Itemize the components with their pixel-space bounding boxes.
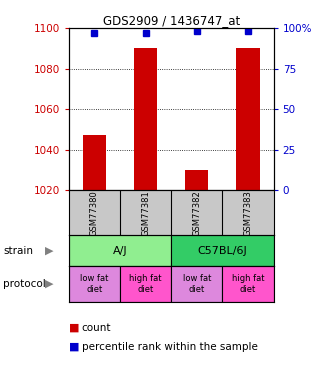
Bar bbox=[69, 266, 120, 302]
Text: strain: strain bbox=[3, 246, 33, 256]
Bar bbox=[171, 266, 222, 302]
Bar bbox=[236, 48, 260, 190]
Text: C57BL/6J: C57BL/6J bbox=[197, 246, 247, 256]
Text: percentile rank within the sample: percentile rank within the sample bbox=[82, 342, 258, 352]
Text: low fat
diet: low fat diet bbox=[183, 274, 211, 294]
Text: GSM77382: GSM77382 bbox=[192, 190, 201, 236]
Bar bbox=[120, 266, 171, 302]
Text: A/J: A/J bbox=[113, 246, 127, 256]
Text: ■: ■ bbox=[69, 342, 79, 352]
Text: low fat
diet: low fat diet bbox=[80, 274, 108, 294]
Bar bbox=[134, 48, 157, 190]
Bar bbox=[69, 236, 171, 266]
Text: high fat
diet: high fat diet bbox=[129, 274, 162, 294]
Bar bbox=[222, 266, 274, 302]
Bar bbox=[171, 236, 274, 266]
Title: GDS2909 / 1436747_at: GDS2909 / 1436747_at bbox=[103, 14, 240, 27]
Text: GSM77383: GSM77383 bbox=[244, 190, 252, 236]
Bar bbox=[185, 170, 208, 190]
Text: ▶: ▶ bbox=[45, 279, 54, 289]
Text: ■: ■ bbox=[69, 323, 79, 333]
Text: GSM77380: GSM77380 bbox=[90, 190, 99, 236]
Bar bbox=[83, 135, 106, 190]
Text: protocol: protocol bbox=[3, 279, 46, 289]
Text: GSM77381: GSM77381 bbox=[141, 190, 150, 236]
Text: high fat
diet: high fat diet bbox=[232, 274, 264, 294]
Text: ▶: ▶ bbox=[45, 246, 54, 256]
Text: count: count bbox=[82, 323, 111, 333]
